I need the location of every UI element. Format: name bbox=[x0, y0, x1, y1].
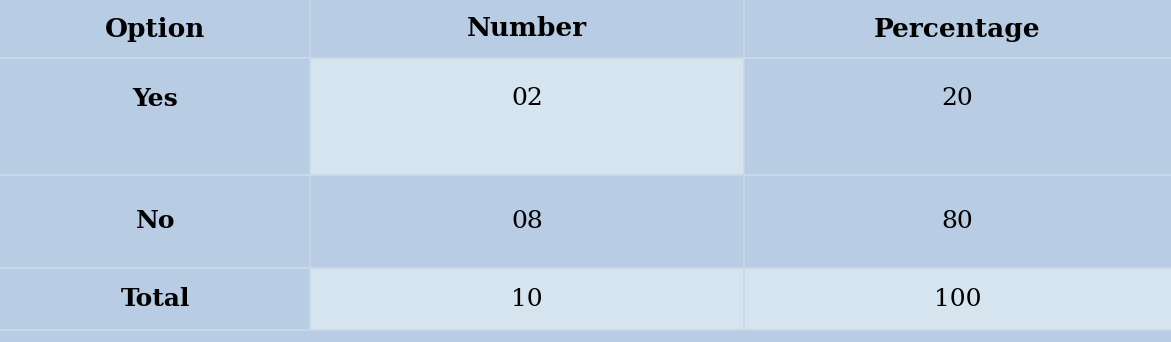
Text: Total: Total bbox=[121, 287, 190, 311]
Text: 80: 80 bbox=[941, 210, 973, 233]
Bar bbox=[310, 268, 744, 330]
Text: Number: Number bbox=[467, 16, 587, 41]
Bar bbox=[0, 0, 310, 58]
Bar bbox=[0, 175, 310, 268]
Text: 100: 100 bbox=[933, 288, 981, 311]
Bar bbox=[310, 58, 744, 175]
Text: Percentage: Percentage bbox=[874, 16, 1041, 41]
Text: Option: Option bbox=[105, 16, 205, 41]
Bar bbox=[744, 58, 1171, 175]
Bar bbox=[0, 330, 1171, 342]
Bar bbox=[744, 268, 1171, 330]
Bar bbox=[744, 175, 1171, 268]
Bar bbox=[310, 175, 744, 268]
Text: Yes: Yes bbox=[132, 87, 178, 111]
Text: 20: 20 bbox=[941, 88, 973, 110]
Bar bbox=[0, 268, 310, 330]
Text: No: No bbox=[136, 210, 174, 234]
Bar bbox=[744, 0, 1171, 58]
Bar bbox=[0, 58, 310, 175]
Text: 08: 08 bbox=[511, 210, 543, 233]
Text: 10: 10 bbox=[511, 288, 543, 311]
Bar bbox=[310, 0, 744, 58]
Text: 02: 02 bbox=[511, 88, 543, 110]
